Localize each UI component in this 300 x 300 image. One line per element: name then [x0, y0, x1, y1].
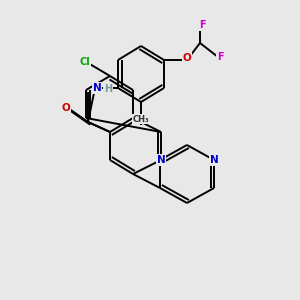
Text: Cl: Cl: [80, 57, 90, 67]
Text: F: F: [199, 20, 205, 30]
Text: CH₃: CH₃: [133, 115, 149, 124]
Text: N: N: [157, 155, 165, 165]
Text: H: H: [104, 84, 112, 94]
Text: N: N: [93, 83, 101, 93]
Text: O: O: [183, 53, 191, 63]
Text: N: N: [210, 155, 218, 165]
Text: O: O: [61, 103, 70, 113]
Text: F: F: [217, 52, 223, 62]
